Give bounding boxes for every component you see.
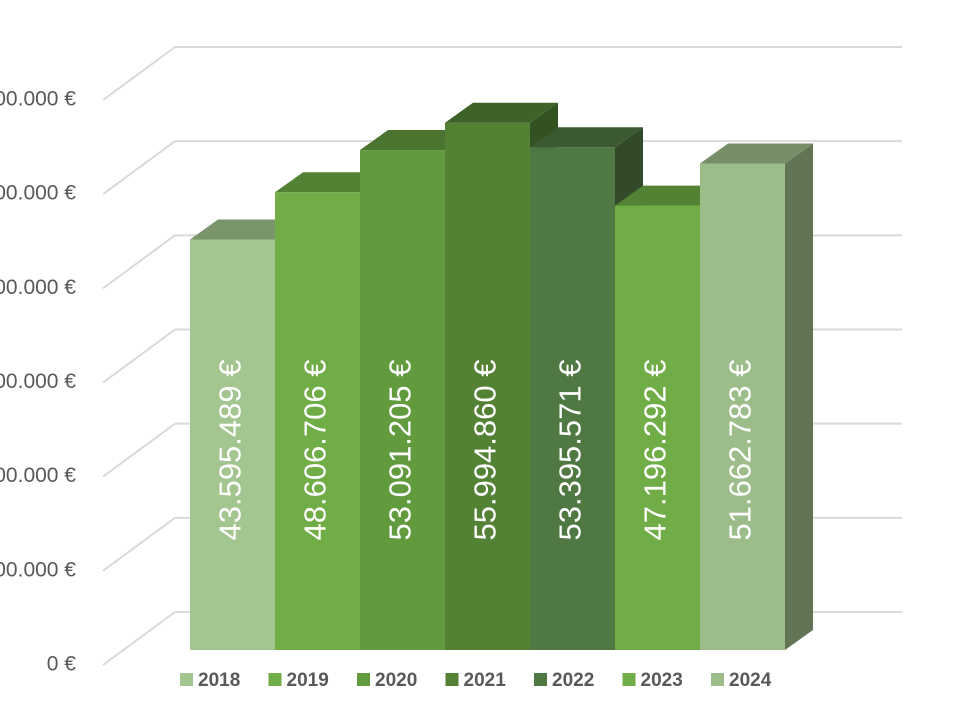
value-label: 43.595.489 € [213,359,248,540]
legend-label: 2020 [375,670,417,691]
bar [360,150,445,651]
grid-diagonal [102,611,176,666]
grid-diagonal [102,517,176,572]
legend-swatch [357,673,370,686]
bar-side [785,143,813,650]
bar-top [190,219,303,240]
grid-diagonal [102,422,176,478]
bar-top [615,185,728,206]
value-label: 53.091.205 € [383,359,418,540]
y-tick-label: 0 € [47,653,77,676]
y-tick-label: 50.000.000 € [0,182,76,205]
grid-diagonal [102,140,176,195]
y-tick-label: 30.000.000 € [0,370,76,393]
y-tick-label: 60.000.000 € [0,88,76,111]
bar [445,122,530,650]
legend-swatch [622,673,636,686]
grid-diagonal [102,328,176,384]
y-tick-label: 10.000.000 € [0,558,76,581]
grid-diagonal [102,46,176,101]
bar-top [530,127,643,148]
bar-top [360,130,473,151]
bar [530,147,615,650]
value-label: 51.662.783 € [723,359,758,540]
legend-swatch [534,673,547,686]
legend-swatch [445,673,459,686]
value-label: 47.196.292 € [638,359,673,540]
y-tick-label: 20.000.000 € [0,464,76,487]
legend-label: 2021 [464,670,507,691]
value-label: 48.606.706 € [298,359,333,540]
value-label: 55.994.860 € [468,359,503,540]
bar-top [275,172,388,193]
legend-swatch [268,673,282,686]
legend-swatch [180,673,193,686]
grid-diagonal [102,234,176,290]
legend-swatch [711,673,724,686]
bar-top [445,102,558,123]
bar [700,163,785,650]
legend-label: 2024 [729,670,772,691]
legend-label: 2019 [287,670,329,691]
y-tick-label: 40.000.000 € [0,276,76,299]
value-label: 53.395.571 € [553,359,588,540]
legend-label: 2023 [641,670,683,691]
bar-top [700,143,813,164]
legend-label: 2022 [552,670,594,691]
bar [615,205,700,651]
bar [275,192,360,650]
legend-label: 2018 [198,670,240,691]
bar [190,239,275,650]
